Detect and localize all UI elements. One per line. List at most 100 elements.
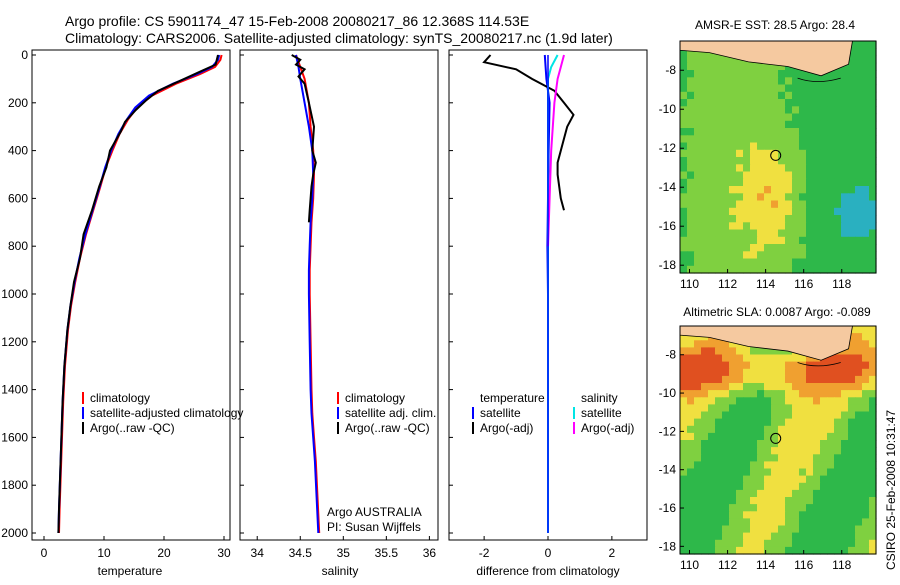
map-cell [862, 326, 870, 334]
map-cell [855, 447, 863, 455]
x-tick-label: 30 [217, 546, 231, 560]
map-cell [813, 404, 821, 413]
map-cell [841, 222, 849, 231]
map-cell [792, 518, 800, 527]
map-cell [701, 432, 709, 441]
map-cell [771, 99, 779, 107]
map-cell [806, 489, 814, 498]
map-cell [862, 99, 870, 107]
argo-float-marker [770, 432, 782, 444]
map-cell [764, 482, 772, 491]
map-cell [834, 113, 842, 122]
map-cell [701, 113, 709, 122]
map-cell [680, 135, 688, 144]
map-cell [827, 361, 835, 370]
map-cell [687, 390, 695, 398]
map-cell [785, 511, 793, 519]
map-cell [708, 142, 716, 151]
map-cell [806, 468, 814, 477]
map-cell [792, 418, 800, 427]
map-cell [722, 475, 730, 484]
map-cell [771, 475, 779, 484]
map-cell [736, 149, 744, 158]
y-tick-label: -8 [665, 348, 676, 362]
map-cell [701, 244, 709, 252]
map-cell [729, 193, 737, 202]
map-cell [862, 135, 870, 144]
map-cell [715, 461, 723, 470]
temperature-xlabel: temperature [98, 564, 163, 578]
map-cell [680, 251, 688, 260]
map-cell [848, 222, 856, 231]
map-cell [687, 354, 695, 363]
map-cell [848, 397, 856, 405]
map-cell [820, 91, 828, 100]
map-cell [820, 532, 828, 541]
map-cell [806, 497, 814, 505]
map-cell [792, 454, 800, 462]
map-cell [687, 375, 695, 384]
map-cell [792, 91, 800, 100]
map-cell [729, 236, 737, 245]
map-cell [855, 497, 863, 505]
map-cell [855, 511, 863, 519]
map-cell [757, 120, 765, 129]
temperature-plot-frame [31, 49, 231, 541]
map-cell [869, 99, 877, 107]
map-cell [736, 532, 744, 541]
map-cell [708, 518, 716, 527]
map-cell [722, 215, 730, 223]
map-cell [792, 200, 800, 209]
map-cell [701, 91, 709, 100]
map-cell [848, 178, 856, 187]
map-cell [862, 171, 870, 180]
map-cell [834, 482, 842, 491]
map-cell [834, 368, 842, 377]
map-cell [827, 461, 835, 470]
map-cell [764, 244, 772, 252]
map-cell [792, 193, 800, 202]
map-cell [743, 186, 751, 194]
map-cell [785, 425, 793, 434]
map-cell [729, 482, 737, 491]
map-cell [750, 390, 758, 398]
map-cell [785, 149, 793, 158]
map-cell [792, 440, 800, 448]
map-cell [813, 418, 821, 427]
map-cell [694, 106, 702, 115]
map-cell [771, 186, 779, 194]
map-cell [869, 41, 877, 49]
map-cell [820, 135, 828, 144]
map-cell [750, 418, 758, 427]
map-cell [841, 113, 849, 122]
map-cell [729, 425, 737, 434]
y-tick-label: -12 [659, 141, 677, 155]
map-cell [694, 207, 702, 216]
map-cell [862, 120, 870, 129]
map-cell [701, 518, 709, 527]
map-cell [778, 91, 786, 100]
map-cell [764, 354, 772, 363]
map-cell [785, 236, 793, 245]
y-tick-label: -18 [659, 539, 677, 553]
map-cell [785, 411, 793, 420]
map-cell [806, 432, 814, 441]
map-cell [855, 425, 863, 434]
map-cell [778, 375, 786, 384]
map-cell [862, 532, 870, 541]
map-cell [722, 157, 730, 165]
map-cell [827, 397, 835, 405]
map-cell [778, 489, 786, 498]
map-cell [736, 142, 744, 151]
map-cell [680, 48, 688, 57]
map-cell [750, 157, 758, 165]
map-cell [771, 539, 779, 548]
map-cell [820, 468, 828, 477]
map-cell [813, 468, 821, 477]
map-cell [750, 368, 758, 377]
map-cell [708, 164, 716, 173]
map-cell [834, 106, 842, 115]
map-cell [771, 440, 779, 448]
map-cell [778, 142, 786, 151]
map-cell [715, 135, 723, 144]
